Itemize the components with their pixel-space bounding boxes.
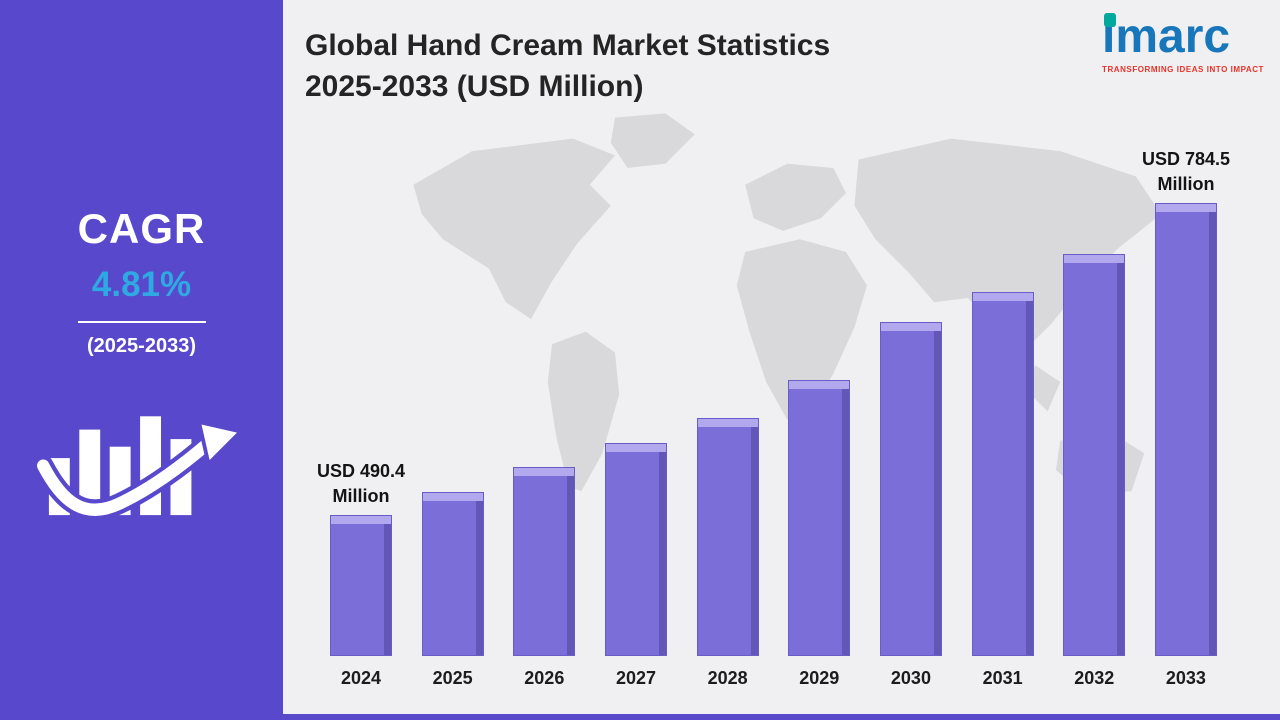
cagr-value: 4.81% <box>91 265 192 304</box>
chart-bar <box>1155 204 1216 655</box>
x-axis-label: 2028 <box>707 667 748 688</box>
x-axis-label: 2033 <box>1165 667 1206 688</box>
x-axis-label: 2025 <box>432 667 473 688</box>
growth-chart-icon <box>32 384 247 541</box>
x-axis-label: 2030 <box>890 667 931 688</box>
world-map <box>413 113 1161 496</box>
chart-bar <box>789 381 850 655</box>
chart: 2024 2025 2026 2027 2028 2029 2030 2031 2032 2033… <box>317 120 1230 696</box>
chart-bar <box>514 468 575 655</box>
bar-annotation: USD 490.4 Million <box>316 461 406 506</box>
x-axis-label: 2027 <box>615 667 656 688</box>
main-panel: Global Hand Cream Market Statistics 2025… <box>283 0 1280 720</box>
cagr-label: CAGR <box>77 205 206 252</box>
chart-bar <box>422 493 483 655</box>
imarc-logo-text: imarc <box>1102 10 1231 63</box>
bar-annotation: USD 784.5 Million <box>1141 149 1231 194</box>
chart-bar <box>1064 255 1125 655</box>
chart-bar <box>605 444 666 655</box>
x-axis-label: 2029 <box>799 667 840 688</box>
x-axis-label: 2032 <box>1074 667 1115 688</box>
cagr-period: (2025-2033) <box>87 335 196 357</box>
x-axis: 2024 2025 2026 2027 2028 2029 2030 2031 2032 2033 <box>331 660 1216 696</box>
imarc-logo: imarc TRANSFORMING IDEAS INTO IMPACT <box>1102 10 1264 75</box>
chart-bar <box>880 323 941 655</box>
page-title: Global Hand Cream Market Statistics 2025… <box>305 26 830 107</box>
chart-bar <box>697 419 758 655</box>
imarc-logo-dot-icon <box>1104 13 1117 27</box>
bars <box>331 195 1216 655</box>
chart-bar <box>972 293 1033 655</box>
imarc-logo-tagline: TRANSFORMING IDEAS INTO IMPACT <box>1102 65 1264 75</box>
chart-bar <box>331 516 391 655</box>
x-axis-label: 2026 <box>524 667 565 688</box>
x-axis-label: 2024 <box>340 667 382 688</box>
bottom-accent-bar <box>283 714 1280 720</box>
sidebar: CAGR 4.81% (2025-2033) <box>0 0 283 720</box>
page-title-line1: Global Hand Cream Market Statistics <box>305 29 831 62</box>
x-axis-label: 2031 <box>982 667 1023 688</box>
divider-line <box>77 321 206 323</box>
cagr-block: CAGR 4.81% (2025-2033) <box>0 205 283 541</box>
page-title-line2: 2025-2033 (USD Million) <box>305 69 644 103</box>
